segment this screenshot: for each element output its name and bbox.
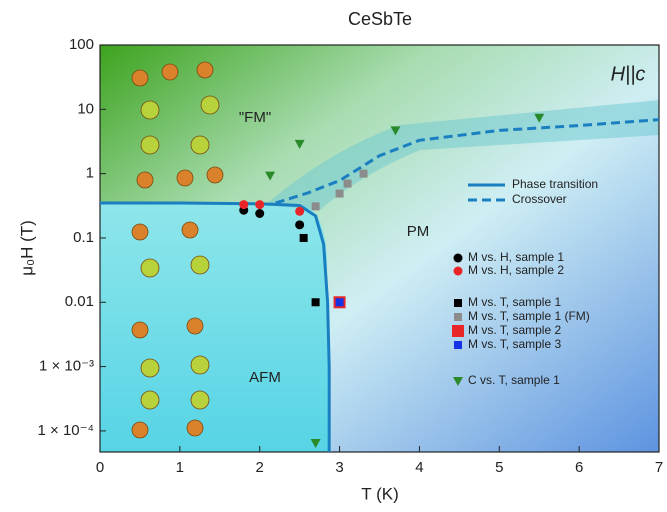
x-tick-label: 1	[176, 459, 184, 476]
legend-label: C vs. T, sample 1	[468, 373, 560, 387]
legend-swatch	[453, 253, 463, 263]
y-tick-label: 0.01	[65, 293, 94, 310]
point	[295, 220, 305, 230]
legend-label: Phase transition	[512, 177, 598, 191]
x-axis-label: T (K)	[361, 484, 398, 503]
legend-swatch	[454, 313, 462, 321]
annotation: AFM	[249, 369, 281, 386]
annotation: H||c	[611, 63, 646, 85]
y-tick-label: 10	[77, 100, 94, 117]
spin-decoration	[131, 61, 224, 439]
legend-label: M vs. T, sample 3	[468, 337, 561, 351]
x-tick-label: 3	[335, 459, 343, 476]
legend-label: Crossover	[512, 192, 567, 206]
point	[255, 200, 265, 210]
legend-swatch	[453, 377, 463, 386]
line	[100, 201, 331, 452]
legend-swatch	[454, 341, 462, 349]
point	[310, 438, 321, 448]
legend-label: M vs. T, sample 1	[468, 295, 561, 309]
point	[335, 298, 344, 307]
x-tick-label: 5	[495, 459, 503, 476]
point	[255, 209, 265, 219]
point	[359, 169, 368, 178]
x-tick-label: 6	[575, 459, 583, 476]
y-tick-label: 0.1	[73, 229, 94, 246]
legend-swatch	[452, 325, 464, 337]
x-tick-label: 0	[96, 459, 104, 476]
y-tick-label: 1 × 10⁻³	[39, 358, 94, 375]
legend-label: M vs. H, sample 2	[468, 263, 564, 277]
point	[343, 179, 352, 188]
point	[311, 298, 320, 307]
x-tick-label: 7	[655, 459, 663, 476]
point	[295, 206, 305, 216]
chart-title: CeSbTe	[348, 9, 412, 29]
point	[265, 171, 276, 181]
legend-swatch	[454, 299, 462, 307]
point	[311, 202, 320, 211]
plot-frame	[99, 44, 660, 453]
annotation: PM	[407, 223, 430, 240]
x-tick-label: 2	[256, 459, 264, 476]
legend-swatch	[453, 266, 463, 276]
y-tick-label: 1 × 10⁻⁴	[38, 422, 94, 439]
legend-label: M vs. T, sample 2	[468, 323, 561, 337]
legend-label: M vs. T, sample 1 (FM)	[468, 309, 590, 323]
legend-label: M vs. H, sample 1	[468, 250, 564, 264]
y-tick-label: 1	[86, 165, 94, 182]
point	[335, 189, 344, 198]
point	[390, 126, 401, 136]
point	[239, 200, 249, 210]
point	[299, 233, 308, 242]
y-tick-label: 100	[69, 36, 94, 53]
point	[534, 113, 545, 123]
point	[294, 139, 305, 149]
annotation: "FM"	[239, 109, 271, 126]
y-axis-label: μ₀H (T)	[17, 220, 36, 276]
x-tick-label: 4	[415, 459, 423, 476]
